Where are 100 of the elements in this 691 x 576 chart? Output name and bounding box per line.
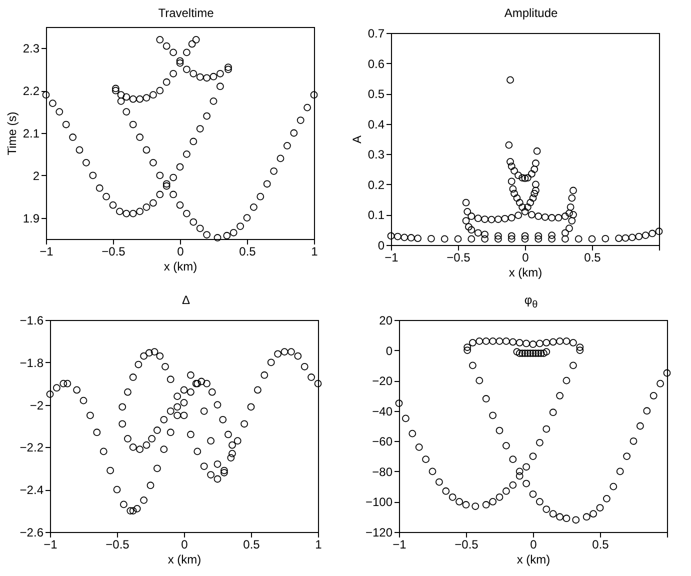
point xyxy=(274,350,282,358)
point xyxy=(462,217,470,224)
point xyxy=(80,396,88,404)
point xyxy=(568,217,576,224)
point xyxy=(236,222,244,230)
point xyxy=(93,428,101,436)
point xyxy=(576,346,584,354)
point xyxy=(536,438,544,446)
point xyxy=(162,362,169,370)
point xyxy=(516,198,524,206)
point xyxy=(635,232,643,240)
point xyxy=(129,507,137,514)
point xyxy=(402,414,410,422)
point xyxy=(270,167,278,175)
point xyxy=(502,442,510,450)
point xyxy=(513,348,521,356)
point xyxy=(513,194,521,202)
point xyxy=(642,232,650,239)
x-tick-label: 0.5 xyxy=(592,538,610,552)
point xyxy=(534,235,542,243)
point xyxy=(510,190,518,198)
point xyxy=(516,350,524,357)
point xyxy=(134,360,142,368)
point xyxy=(464,344,472,351)
point xyxy=(136,446,144,454)
point xyxy=(190,70,198,78)
point xyxy=(120,500,128,508)
point xyxy=(509,185,517,193)
point xyxy=(562,229,569,237)
point xyxy=(216,82,224,90)
point xyxy=(240,420,248,428)
point xyxy=(534,232,542,240)
point xyxy=(180,386,188,394)
point xyxy=(542,348,550,356)
point xyxy=(280,348,288,356)
point xyxy=(162,42,170,50)
point xyxy=(154,426,161,434)
point xyxy=(234,437,242,445)
point xyxy=(129,95,137,103)
point xyxy=(190,138,198,146)
point xyxy=(73,386,80,394)
x-axis-title: x (km) xyxy=(168,552,202,566)
point xyxy=(556,338,564,345)
point xyxy=(170,48,177,56)
point xyxy=(530,190,538,198)
point xyxy=(415,444,423,451)
point xyxy=(129,120,137,128)
point xyxy=(214,234,222,242)
y-tick-label: 0.1 xyxy=(368,208,385,222)
point xyxy=(422,456,430,463)
point xyxy=(250,204,258,211)
point xyxy=(529,194,537,202)
point xyxy=(582,513,590,521)
x-tick-label: −0.5 xyxy=(106,538,130,552)
point xyxy=(214,401,222,408)
point xyxy=(314,380,322,388)
x-tick-label: −1 xyxy=(44,538,58,552)
point xyxy=(117,98,125,105)
point xyxy=(524,174,532,182)
x-tick-label: −0.5 xyxy=(446,250,471,264)
point xyxy=(540,350,548,357)
point xyxy=(267,358,275,366)
point xyxy=(469,339,476,346)
point xyxy=(207,471,214,478)
point xyxy=(220,466,228,474)
point xyxy=(489,412,496,420)
point xyxy=(129,374,137,381)
point xyxy=(150,158,157,166)
point xyxy=(183,150,190,158)
y-tick-label: 0.5 xyxy=(368,87,385,102)
point xyxy=(528,170,536,178)
point xyxy=(170,174,177,182)
x-axis-title: x (km) xyxy=(508,266,542,280)
point xyxy=(536,340,544,348)
x-tick-label: 0 xyxy=(177,244,184,258)
point xyxy=(521,208,529,216)
point xyxy=(602,234,610,242)
y-tick-label: 0.3 xyxy=(368,148,385,162)
point xyxy=(174,392,181,400)
point xyxy=(304,104,311,112)
point xyxy=(568,194,576,202)
point xyxy=(636,422,644,430)
point xyxy=(76,146,84,154)
point xyxy=(208,388,216,396)
point xyxy=(387,232,395,240)
y-tick-label: −2.4 xyxy=(20,483,44,498)
x-tick-label: 1 xyxy=(315,538,322,552)
y-tick-label: 1.9 xyxy=(22,211,40,226)
point xyxy=(542,506,550,513)
point xyxy=(203,231,210,238)
point xyxy=(596,504,604,512)
point xyxy=(117,91,125,99)
point xyxy=(508,235,516,243)
point xyxy=(129,444,137,451)
point xyxy=(502,487,510,495)
point xyxy=(529,452,537,460)
point xyxy=(296,116,304,124)
point xyxy=(142,94,150,102)
x-axis-title: x (km) xyxy=(516,552,550,566)
point xyxy=(414,234,422,242)
